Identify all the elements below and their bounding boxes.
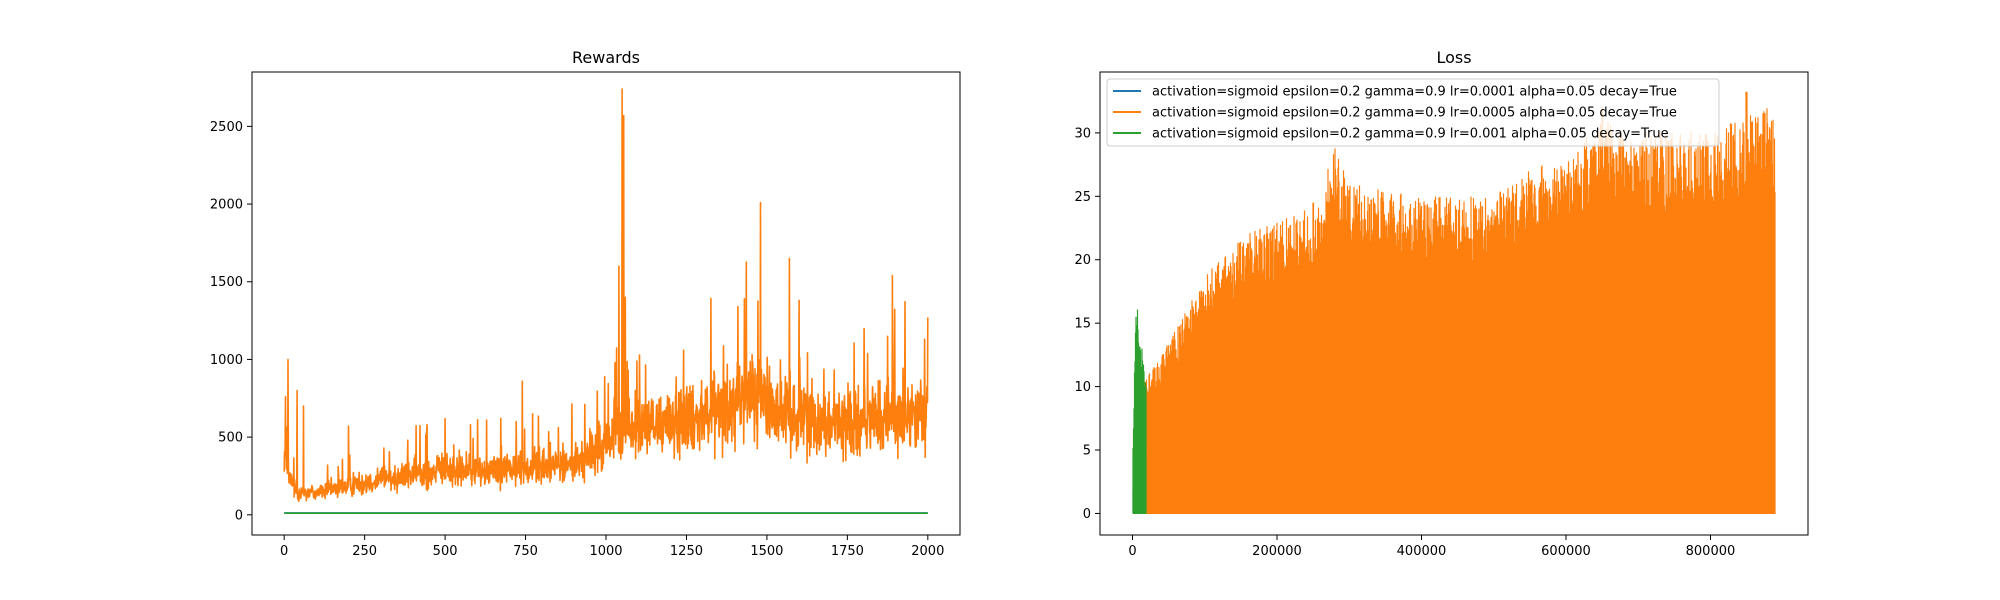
x-tick-label: 200000	[1252, 544, 1302, 559]
x-tick-label: 0	[280, 544, 288, 559]
y-tick-label: 25	[1074, 190, 1091, 205]
loss-ticks: 0 200000 400000 600000 800000 0 5 10 15 20 25 30	[1074, 126, 1735, 559]
y-tick-label: 0	[1083, 507, 1091, 522]
x-tick-label: 0	[1128, 544, 1136, 559]
y-tick-label: 20	[1074, 253, 1091, 268]
x-tick-label: 1250	[670, 544, 703, 559]
y-tick-label: 500	[218, 431, 243, 446]
rewards-title: Rewards	[572, 48, 640, 67]
loss-axes-frame	[1099, 71, 1809, 536]
x-tick-label: 1750	[831, 544, 864, 559]
loss-legend: activation=sigmoid epsilon=0.2 gamma=0.9…	[1106, 78, 1720, 147]
y-tick-label: 1000	[210, 353, 243, 368]
x-tick-label: 1000	[589, 544, 622, 559]
loss-series-orange	[1142, 91, 1776, 514]
legend-label-lr-0.0001: activation=sigmoid epsilon=0.2 gamma=0.9…	[1152, 85, 1677, 100]
x-tick-label: 500	[433, 544, 458, 559]
x-tick-label: 750	[513, 544, 538, 559]
y-tick-label: 15	[1074, 317, 1091, 332]
legend-label-lr-0.0005: activation=sigmoid epsilon=0.2 gamma=0.9…	[1152, 106, 1677, 121]
y-tick-label: 2000	[210, 198, 243, 213]
loss-series-green	[1132, 309, 1147, 514]
rewards-axes: Rewards 0 250 500 750 1000 1250 1500 1750 2000 0 5…	[210, 48, 961, 559]
y-tick-label: 0	[235, 508, 243, 523]
legend-box	[1106, 78, 1720, 147]
y-tick-label: 10	[1074, 380, 1091, 395]
loss-title: Loss	[1436, 48, 1471, 67]
x-tick-label: 1500	[750, 544, 783, 559]
x-tick-label: 2000	[911, 544, 944, 559]
x-tick-label: 250	[352, 544, 377, 559]
x-tick-label: 400000	[1397, 544, 1447, 559]
y-tick-label: 30	[1074, 126, 1091, 141]
x-tick-label: 600000	[1541, 544, 1591, 559]
x-tick-label: 800000	[1686, 544, 1736, 559]
y-tick-label: 2500	[210, 120, 243, 135]
loss-axes: Loss 0 200000 400000 600000 800000 0 5 10 15 20 25…	[1074, 48, 1809, 559]
rewards-series-orange	[283, 88, 929, 502]
legend-label-lr-0.001: activation=sigmoid epsilon=0.2 gamma=0.9…	[1152, 127, 1669, 142]
rewards-ticks: 0 250 500 750 1000 1250 1500 1750 2000 0 500 1000 15…	[210, 120, 944, 559]
rewards-series-group	[283, 88, 929, 514]
y-tick-label: 5	[1083, 444, 1091, 459]
loss-series-group	[1132, 91, 1776, 514]
y-tick-label: 1500	[210, 275, 243, 290]
